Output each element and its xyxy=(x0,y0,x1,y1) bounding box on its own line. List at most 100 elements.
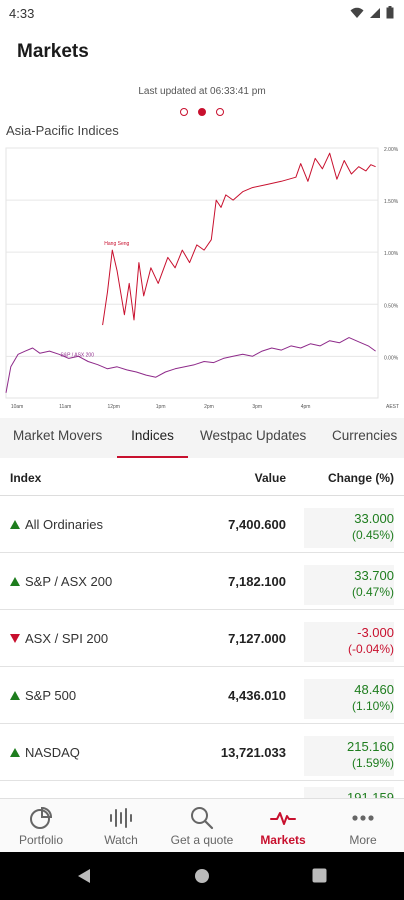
change-percent: (-0.04%) xyxy=(347,642,394,656)
status-icons xyxy=(350,6,394,19)
index-value: 7,127.000 xyxy=(228,631,286,646)
nav-label: Portfolio xyxy=(18,833,64,847)
status-time: 4:33 xyxy=(9,6,35,21)
row-name: S&P 500 xyxy=(10,688,76,703)
index-name: S&P 500 xyxy=(25,688,77,703)
table-row[interactable]: NASDAQ 13,721.033 215.160 (1.59%) xyxy=(0,724,404,781)
recents-icon[interactable] xyxy=(312,868,327,883)
change-percent: (1.59%) xyxy=(351,756,394,770)
series-label: Hang Seng xyxy=(104,241,129,247)
search-icon xyxy=(191,807,214,830)
change-percent: (0.45%) xyxy=(351,528,394,542)
pulse-icon xyxy=(270,812,296,825)
series-line xyxy=(102,152,376,326)
x-tick-label: 1pm xyxy=(156,404,166,410)
up-arrow-icon xyxy=(10,577,20,586)
carousel-dot-active[interactable] xyxy=(198,108,206,116)
x-tick-label: 11am xyxy=(59,404,71,410)
bottom-nav: Portfolio Watch Get a quote Markets More xyxy=(0,798,404,852)
row-name: NASDAQ xyxy=(10,745,80,760)
table-row[interactable]: 191.159 xyxy=(0,781,404,798)
change-percent: (1.10%) xyxy=(351,699,394,713)
more-dots-icon xyxy=(352,815,374,821)
x-tick-label: 4pm xyxy=(301,404,311,410)
x-tick-label: 12pm xyxy=(107,404,120,410)
row-name: ASX / SPI 200 xyxy=(10,631,108,646)
x-tick-label: 2pm xyxy=(204,404,214,410)
change-value: 215.160 xyxy=(347,739,394,754)
index-change: 48.460 (1.10%) xyxy=(304,679,394,719)
up-arrow-icon xyxy=(10,748,20,757)
table-row[interactable]: S&P 500 4,436.010 48.460 (1.10%) xyxy=(0,667,404,724)
table-header: Index Value Change (%) xyxy=(0,458,404,496)
last-updated-label: Last updated at 06:33:41 pm xyxy=(138,86,266,97)
change-value: 48.460 xyxy=(354,682,394,697)
up-arrow-icon xyxy=(10,691,20,700)
index-value: 13,721.033 xyxy=(220,745,286,760)
index-change: 33.700 (0.47%) xyxy=(304,565,394,605)
carousel-dot[interactable] xyxy=(180,108,188,116)
y-tick-label: 0.00% xyxy=(384,355,399,361)
tab-currencies[interactable]: Currencies xyxy=(332,428,398,443)
pie-chart-icon xyxy=(30,806,53,829)
asia-pacific-chart[interactable]: 2.00% 1.50% 1.00% 0.50% 0.00% 10am 11am 12pm 1pm… xyxy=(0,140,404,412)
battery-icon xyxy=(386,6,394,19)
table-row[interactable]: All Ordinaries 7,400.600 33.000 (0.45%) xyxy=(0,496,404,553)
signal-icon xyxy=(370,7,380,18)
series-line xyxy=(5,337,376,393)
y-tick-label: 1.00% xyxy=(384,251,399,257)
nav-get-a-quote[interactable]: Get a quote xyxy=(162,799,242,853)
tab-indices[interactable]: Indices xyxy=(117,418,188,458)
change-value: 191.159 xyxy=(347,790,394,798)
nav-label: Markets xyxy=(260,833,306,847)
change-value: 33.700 xyxy=(354,568,394,583)
page-title: Markets xyxy=(17,41,89,62)
bars-icon xyxy=(110,808,132,828)
index-name: S&P / ASX 200 xyxy=(25,574,113,589)
index-name: NASDAQ xyxy=(25,745,80,760)
carousel-dots xyxy=(0,108,404,116)
x-tick-label: AEST xyxy=(386,404,399,410)
y-tick-label: 2.00% xyxy=(384,147,399,153)
index-value: 7,182.100 xyxy=(228,574,286,589)
index-change: -3.000 (-0.04%) xyxy=(304,622,394,662)
index-change: 191.159 xyxy=(304,787,394,798)
row-name: S&P / ASX 200 xyxy=(10,574,112,589)
status-bar: 4:33 xyxy=(0,0,404,28)
up-arrow-icon xyxy=(10,520,20,529)
change-value: 33.000 xyxy=(354,511,394,526)
index-name: All Ordinaries xyxy=(25,517,104,532)
carousel-dot[interactable] xyxy=(216,108,224,116)
nav-label: Watch xyxy=(104,833,138,847)
nav-portfolio[interactable]: Portfolio xyxy=(1,799,81,853)
header-change[interactable]: Change (%) xyxy=(328,471,394,485)
table-row[interactable]: ASX / SPI 200 7,127.000 -3.000 (-0.04%) xyxy=(0,610,404,667)
y-tick-label: 0.50% xyxy=(384,303,399,309)
y-tick-label: 1.50% xyxy=(384,199,399,205)
chart-frame xyxy=(5,147,379,399)
nav-markets[interactable]: Markets xyxy=(243,799,323,853)
tab-westpac-updates[interactable]: Westpac Updates xyxy=(200,428,307,443)
system-nav-bar xyxy=(0,852,404,900)
x-tick-label: 10am xyxy=(11,404,24,410)
wifi-icon xyxy=(350,7,364,18)
row-name: All Ordinaries xyxy=(10,517,103,532)
table-row[interactable]: S&P / ASX 200 7,182.100 33.700 (0.47%) xyxy=(0,553,404,610)
nav-label: Get a quote xyxy=(170,833,234,847)
header-index[interactable]: Index xyxy=(10,471,42,485)
nav-more[interactable]: More xyxy=(323,799,403,853)
home-icon[interactable] xyxy=(194,868,210,884)
chart-title: Asia-Pacific Indices xyxy=(6,123,119,138)
back-icon[interactable] xyxy=(76,868,92,884)
index-change: 215.160 (1.59%) xyxy=(304,736,394,776)
x-tick-label: 3pm xyxy=(252,404,262,410)
index-change: 33.000 (0.45%) xyxy=(304,508,394,548)
index-value: 7,400.600 xyxy=(228,517,286,532)
header-value[interactable]: Value xyxy=(254,471,286,485)
index-name: ASX / SPI 200 xyxy=(25,631,109,646)
change-value: -3.000 xyxy=(357,625,394,640)
nav-watch[interactable]: Watch xyxy=(81,799,161,853)
tab-market-movers[interactable]: Market Movers xyxy=(13,428,103,443)
index-value: 4,436.010 xyxy=(228,688,286,703)
nav-label: More xyxy=(349,833,377,847)
